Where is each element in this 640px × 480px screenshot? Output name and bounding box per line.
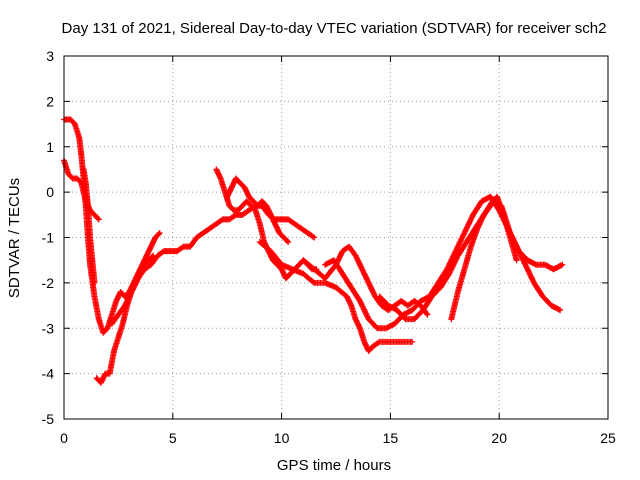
data-point <box>310 278 317 285</box>
series-track-2 <box>61 116 163 336</box>
data-point <box>91 279 98 286</box>
y-tick-label: -1 <box>42 230 55 246</box>
chart-title: Day 131 of 2021, Sidereal Day-to-day VTE… <box>62 20 607 37</box>
y-tick-label: 3 <box>46 48 54 64</box>
series-track-8 <box>256 239 416 354</box>
data-point <box>309 233 316 240</box>
x-axis-label: GPS time / hours <box>277 457 391 474</box>
data-point <box>559 261 566 268</box>
y-tick-label: 0 <box>46 184 54 200</box>
series-track-7 <box>224 175 292 246</box>
data-point <box>557 307 564 314</box>
y-tick-label: -3 <box>42 320 55 336</box>
y-tick-label: 1 <box>46 139 54 155</box>
series-track-4 <box>93 252 157 386</box>
data-point <box>285 239 292 246</box>
series-track-6 <box>213 166 320 282</box>
y-tick-label: 2 <box>46 93 54 109</box>
series-track-1 <box>61 157 102 223</box>
series-track-3 <box>80 166 98 286</box>
data-point <box>311 234 318 241</box>
x-tick-label: 0 <box>60 430 68 446</box>
data-point <box>94 215 101 222</box>
y-tick-label: -5 <box>42 411 55 427</box>
plot-frame <box>63 55 609 420</box>
series-track-12 <box>448 193 520 323</box>
x-tick-label: 10 <box>274 430 290 446</box>
data-point <box>156 229 163 236</box>
axis-ticks: 0 5 10 15 20 25 -5 -4 -3 -2 -1 0 1 2 3 <box>42 48 616 446</box>
y-tick-label: -4 <box>42 366 55 382</box>
x-tick-label: 5 <box>169 430 177 446</box>
data-point <box>409 338 416 345</box>
data-point <box>424 311 431 318</box>
data-point <box>284 237 291 244</box>
data-point <box>95 216 102 223</box>
x-tick-label: 15 <box>383 430 399 446</box>
data-point <box>375 339 382 346</box>
data-point <box>155 231 162 238</box>
x-tick-label: 20 <box>491 430 507 446</box>
grid <box>64 56 608 419</box>
y-tick-label: -2 <box>42 275 55 291</box>
data-point <box>423 310 430 317</box>
y-axis-label: SDTVAR / TECUs <box>6 178 23 298</box>
x-tick-label: 25 <box>600 430 616 446</box>
data-point <box>513 257 520 264</box>
data-series <box>61 116 566 386</box>
